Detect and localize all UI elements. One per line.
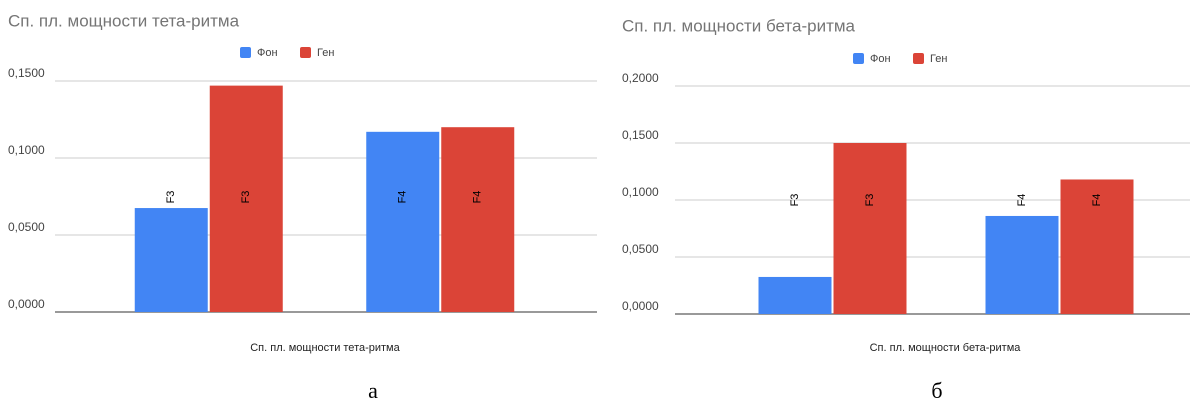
y-tick-label: 0,0500: [8, 220, 45, 234]
legend-label: Ген: [930, 53, 947, 65]
legend-swatch: [913, 53, 924, 64]
bar-label: F3: [240, 191, 252, 204]
bar: [209, 85, 283, 313]
y-tick-label: 0,0000: [8, 297, 45, 311]
bar-label: F4: [1016, 194, 1028, 207]
bar-label: F4: [1091, 194, 1103, 207]
caption: б: [931, 378, 942, 403]
bar-label: F4: [472, 191, 484, 204]
legend-swatch: [853, 53, 864, 64]
y-tick-label: 0,1000: [8, 143, 45, 157]
bar: [1060, 179, 1134, 314]
y-tick-label: 0,1500: [8, 66, 45, 80]
bar-label: F3: [789, 194, 801, 207]
x-axis-label: Сп. пл. мощности тета-ритма: [250, 342, 400, 354]
legend-swatch: [300, 47, 311, 58]
y-tick-label: 0,1500: [622, 128, 659, 142]
x-axis-label: Сп. пл. мощности бета-ритма: [870, 342, 1022, 354]
bar: [441, 127, 515, 312]
chart-title: Сп. пл. мощности бета-ритма: [622, 16, 856, 35]
bar-label: F3: [864, 194, 876, 207]
bar: [134, 208, 208, 312]
legend-label: Ген: [317, 47, 334, 59]
caption: а: [368, 378, 378, 403]
chart-title: Сп. пл. мощности тета-ритма: [8, 11, 240, 30]
y-tick-label: 0,0000: [622, 299, 659, 313]
y-tick-label: 0,1000: [622, 185, 659, 199]
bar: [366, 131, 440, 312]
bar-label: F3: [165, 191, 177, 204]
legend-label: Фон: [870, 53, 891, 65]
legend-swatch: [240, 47, 251, 58]
bar: [985, 215, 1059, 314]
y-tick-label: 0,0500: [622, 242, 659, 256]
y-tick-label: 0,2000: [622, 71, 659, 85]
bar-label: F4: [397, 191, 409, 204]
bar: [758, 276, 832, 314]
bar: [833, 143, 907, 314]
legend-label: Фон: [257, 47, 278, 59]
